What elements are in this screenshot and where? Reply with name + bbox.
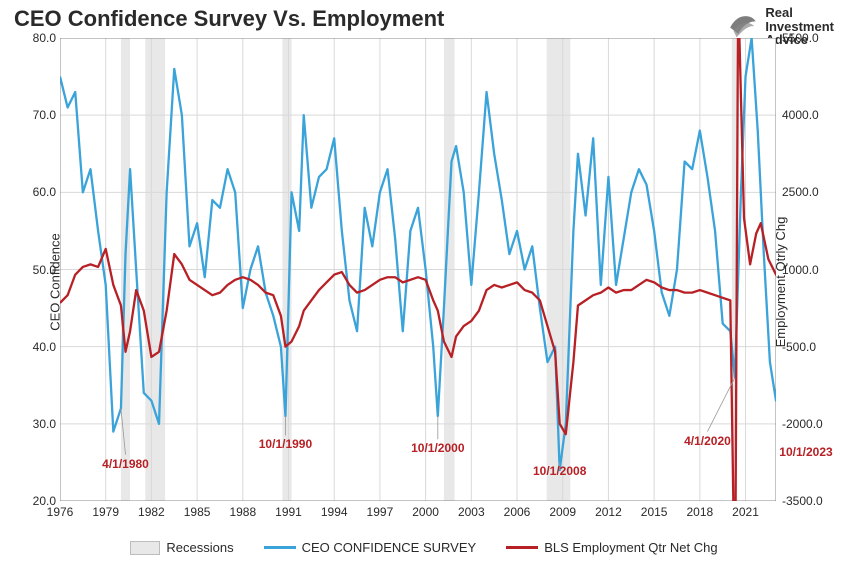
annotation-label: 10/1/2023	[779, 445, 832, 459]
xtick: 2006	[504, 505, 531, 519]
legend-bls-label: BLS Employment Qtr Net Chg	[544, 540, 717, 555]
chart-title: CEO Confidence Survey Vs. Employment	[14, 6, 444, 32]
annotation-label: 4/1/1980	[102, 457, 149, 471]
ytick-left: 30.0	[16, 417, 56, 431]
ytick-right: 4000.0	[782, 108, 838, 122]
annotation-label: 10/1/2000	[411, 441, 464, 455]
annotation-label: 10/1/1990	[259, 437, 312, 451]
ytick-right: -500.0	[782, 340, 838, 354]
xtick: 2003	[458, 505, 485, 519]
legend-ceo: CEO CONFIDENCE SURVEY	[264, 540, 477, 555]
xtick: 1991	[275, 505, 302, 519]
legend-bls-swatch	[506, 546, 538, 549]
ytick-left: 60.0	[16, 185, 56, 199]
ytick-right: -2000.0	[782, 417, 838, 431]
xtick: 2018	[686, 505, 713, 519]
ytick-right: 2500.0	[782, 185, 838, 199]
legend: Recessions CEO CONFIDENCE SURVEY BLS Emp…	[0, 540, 848, 555]
xtick: 1988	[229, 505, 256, 519]
logo-line-1: Real	[765, 6, 834, 20]
legend-recessions-label: Recessions	[166, 540, 233, 555]
legend-ceo-swatch	[264, 546, 296, 549]
chart-container: CEO Confidence Survey Vs. Employment Rea…	[0, 0, 848, 563]
legend-ceo-label: CEO CONFIDENCE SURVEY	[302, 540, 477, 555]
xtick: 2012	[595, 505, 622, 519]
xtick: 1976	[47, 505, 74, 519]
annotation-label: 4/1/2020	[684, 434, 731, 448]
xtick: 2021	[732, 505, 759, 519]
xtick: 1985	[184, 505, 211, 519]
legend-recessions-swatch	[130, 541, 160, 555]
ytick-right: -3500.0	[782, 494, 838, 508]
xtick: 1979	[92, 505, 119, 519]
xtick: 1982	[138, 505, 165, 519]
ytick-left: 70.0	[16, 108, 56, 122]
annotation-label: 10/1/2008	[533, 464, 586, 478]
xtick: 2009	[549, 505, 576, 519]
xtick: 2015	[641, 505, 668, 519]
ytick-right: 1000.0	[782, 263, 838, 277]
legend-bls: BLS Employment Qtr Net Chg	[506, 540, 717, 555]
ytick-left: 80.0	[16, 31, 56, 45]
xtick: 1994	[321, 505, 348, 519]
plot-svg	[60, 38, 776, 501]
plot-area	[60, 38, 776, 501]
ytick-right: 5500.0	[782, 31, 838, 45]
xtick: 1997	[367, 505, 394, 519]
ytick-left: 50.0	[16, 263, 56, 277]
ytick-left: 40.0	[16, 340, 56, 354]
xtick: 2000	[412, 505, 439, 519]
legend-recessions: Recessions	[130, 540, 233, 555]
